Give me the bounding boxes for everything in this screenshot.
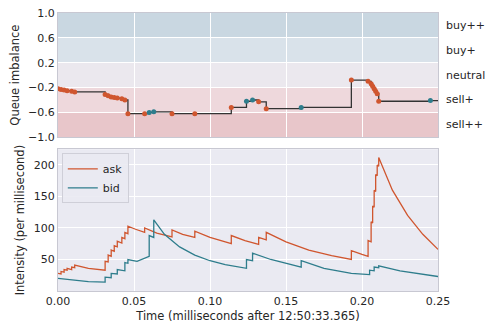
svg-text:Time (milliseconds after 12:50: Time (milliseconds after 12:50:33.365) bbox=[135, 309, 360, 323]
svg-text:150: 150 bbox=[34, 190, 55, 203]
svg-text:1.0: 1.0 bbox=[37, 7, 55, 20]
svg-text:bid: bid bbox=[103, 182, 120, 195]
svg-text:0.20: 0.20 bbox=[350, 295, 375, 308]
svg-text:50: 50 bbox=[41, 253, 55, 266]
svg-text:0.05: 0.05 bbox=[122, 295, 147, 308]
svg-text:buy++: buy++ bbox=[446, 19, 485, 32]
svg-text:0.00: 0.00 bbox=[46, 295, 71, 308]
svg-text:ask: ask bbox=[103, 163, 122, 176]
svg-text:sell++: sell++ bbox=[446, 118, 483, 131]
svg-text:Queue imbalance: Queue imbalance bbox=[8, 25, 22, 126]
svg-text:Intensity (per millisecond): Intensity (per millisecond) bbox=[13, 145, 27, 295]
svg-text:0.10: 0.10 bbox=[198, 295, 223, 308]
svg-text:buy+: buy+ bbox=[446, 44, 476, 57]
svg-text:0.6: 0.6 bbox=[37, 32, 55, 45]
svg-text:−1.0: −1.0 bbox=[28, 131, 55, 144]
svg-text:200: 200 bbox=[34, 159, 55, 172]
svg-text:0.15: 0.15 bbox=[274, 295, 299, 308]
svg-text:100: 100 bbox=[34, 222, 55, 235]
svg-text:−0.2: −0.2 bbox=[28, 81, 55, 94]
svg-text:0.25: 0.25 bbox=[426, 295, 451, 308]
svg-text:−0.6: −0.6 bbox=[28, 106, 55, 119]
svg-text:0.2: 0.2 bbox=[37, 57, 55, 70]
svg-text:sell+: sell+ bbox=[446, 93, 474, 106]
svg-text:neutral: neutral bbox=[446, 69, 485, 82]
